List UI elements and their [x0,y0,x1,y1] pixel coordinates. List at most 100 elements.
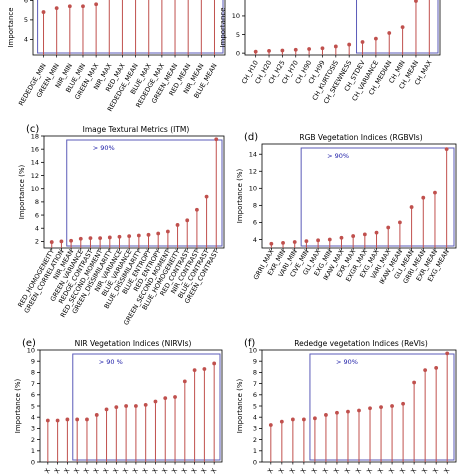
marker-13 [414,0,418,3]
x-category-label: X [420,467,429,474]
x-category-label: X [180,467,189,474]
annotation-label: > 90% [327,152,349,160]
marker-17 [204,194,209,199]
y-tick-label: 9 [253,358,257,366]
marker-12 [400,25,405,29]
y-axis-label: Importance (%) [236,169,244,224]
marker-13 [163,396,168,401]
marker-10 [133,404,138,408]
y-tick-label: 10 [249,185,257,193]
annotation-label: > 90 % [99,358,123,366]
y-axis-label: Importance [7,7,15,47]
marker-11 [143,402,148,407]
marker-2 [267,49,271,53]
y-tick-label: 0 [253,458,257,466]
marker-18 [214,137,219,142]
x-category-label: X [111,467,120,474]
marker-11 [387,31,392,35]
marker-1 [45,418,50,423]
y-tick-label: 12 [31,172,39,180]
marker-4 [75,417,80,422]
x-category-label: X [72,467,81,474]
y-tick-label: 0 [31,458,35,466]
marker-3 [280,48,285,53]
panel-title: Image Textural Metrics (ITM) [83,125,190,134]
marker-15 [433,190,437,195]
marker-3 [65,417,70,422]
marker-11 [386,225,391,230]
x-category-label: X [365,467,374,474]
x-category-label: X [387,467,396,474]
y-tick-label: 3 [31,425,35,433]
marker-9 [360,40,365,44]
y-tick-label: 6 [31,391,35,399]
marker-1 [41,10,46,14]
marker-3 [67,4,72,9]
marker-16 [195,207,199,212]
y-tick-label: 9 [31,358,35,366]
marker-6 [324,413,328,417]
plot-frame [32,0,226,56]
x-category-label: X [277,467,286,474]
y-tick-label: 6 [253,391,257,399]
y-tick-label: 6 [253,219,257,227]
panel-title: Rededge vegetation Indices (ReVIs) [294,339,428,348]
x-category-label: X [209,467,218,474]
marker-14 [412,380,417,385]
highlight-box [66,139,223,247]
marker-1 [49,240,54,244]
y-tick-label: 7 [31,380,35,388]
x-category-label: X [343,467,352,474]
marker-8 [346,409,350,414]
marker-5 [88,236,93,241]
marker-2 [281,240,285,245]
y-tick-label: 5 [253,402,257,410]
marker-16 [444,147,449,152]
panel-title: NIR Vegetation Indices (NIRVIs) [75,339,192,348]
y-tick-label: 16 [31,145,39,153]
y-tick-label: 10 [249,346,257,354]
y-tick-label: 1 [253,447,257,455]
y-tick-label: 3 [253,425,257,433]
marker-5 [307,47,312,51]
marker-2 [59,239,64,244]
marker-9 [362,232,367,237]
marker-16 [434,366,439,370]
marker-9 [357,408,361,413]
x-category-label: X [43,467,52,474]
marker-12 [153,399,158,404]
panel-title: RGB Vegetation Indices (RGBVIs) [299,133,422,142]
x-category-label: X [442,467,451,474]
x-category-label: X [332,467,341,474]
x-category-label: X [431,467,440,474]
y-tick-label: 10 [31,185,39,193]
marker-10 [373,36,378,41]
plot-frame [261,143,457,249]
marker-1 [268,423,273,427]
y-tick-label: 2 [35,238,39,246]
y-tick-label: 8 [31,369,35,377]
marker-15 [423,368,428,373]
y-tick-label: 6 [35,211,39,219]
marker-5 [313,416,317,421]
x-category-label: X [102,467,111,474]
y-tick-label: 4 [31,414,35,422]
y-tick-label: 2 [31,436,35,444]
x-category-label: X [199,467,208,474]
annotation-label: > 90% [93,144,115,152]
y-tick-label: 5 [24,16,28,24]
x-category-label: X [288,467,297,474]
y-tick-label: 7 [253,380,257,388]
marker-16 [192,368,197,373]
y-tick-label: 8 [253,369,257,377]
marker-8 [117,234,122,239]
x-category-label: X [299,467,308,474]
y-tick-label: 5 [236,31,240,39]
y-tick-label: 4 [253,236,257,244]
x-category-label: X [266,467,275,474]
y-tick-label: 14 [31,159,39,167]
marker-8 [114,405,119,410]
marker-2 [55,418,60,423]
